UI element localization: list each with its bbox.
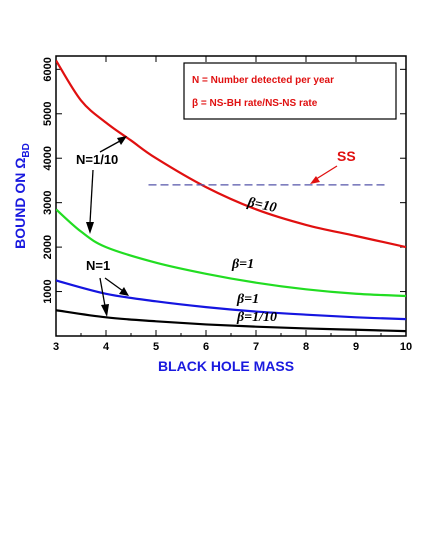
y-tick-label: 4000 <box>42 146 54 170</box>
arrowhead-n-tenth-up <box>117 136 127 145</box>
y-tick-label: 6000 <box>42 57 54 81</box>
legend-line-1: N = Number detected per year <box>192 75 334 86</box>
series-red-curve <box>56 59 406 249</box>
arrow-n-one-right <box>104 277 124 292</box>
legend-line-2: β = NS-BH rate/NS-NS rate <box>192 98 318 109</box>
x-tick-label: 6 <box>203 341 209 353</box>
arrow-n-tenth-down <box>89 169 94 224</box>
x-tick-label: 4 <box>103 341 110 353</box>
y-tick-label: 3000 <box>42 190 54 214</box>
arrow-n-tenth-up <box>99 140 121 153</box>
x-tick-label: 5 <box>153 341 159 353</box>
x-tick-label: 9 <box>353 341 359 353</box>
y-axis-label: BOUND ON ΩBD <box>12 143 32 249</box>
y-axis-label-sub: BD <box>21 143 32 157</box>
series-black-curve <box>56 309 406 333</box>
annotation-n-one: N=1 <box>86 258 110 273</box>
legend-box <box>183 62 397 120</box>
arrow-n-one-down <box>99 277 106 307</box>
y-tick-label: 1000 <box>42 279 54 303</box>
arrowhead-n-one-down <box>101 304 109 317</box>
x-tick-label: 3 <box>53 341 59 353</box>
x-tick-label: 10 <box>400 341 412 353</box>
ss-label: SS <box>337 148 356 164</box>
ss-arrowhead <box>310 176 320 184</box>
arrowhead-n-tenth-down <box>86 222 94 234</box>
series-group <box>56 59 406 333</box>
arrowhead-n-one-right <box>119 287 129 296</box>
label-beta-tenth: β=1/10 <box>236 310 277 325</box>
axis-ticks: 3 4 5 6 7 8 9 10 1000 2000 3000 4000 5000 6000 <box>42 56 412 353</box>
annotation-n-tenth: N=1/10 <box>76 152 118 167</box>
x-tick-label: 7 <box>253 341 259 353</box>
x-axis-label: BLACK HOLE MASS <box>158 358 294 374</box>
y-tick-label: 5000 <box>42 102 54 126</box>
series-blue-curve <box>56 279 406 321</box>
label-beta-ten: β=10 <box>245 195 278 216</box>
label-beta-one-blue: β=1 <box>236 292 259 307</box>
label-beta-one-green: β=1 <box>231 257 254 272</box>
series-green-curve <box>56 208 406 298</box>
y-axis-label-main: BOUND ON Ω <box>12 158 28 249</box>
x-tick-label: 8 <box>303 341 309 353</box>
y-tick-label: 2000 <box>42 235 54 259</box>
